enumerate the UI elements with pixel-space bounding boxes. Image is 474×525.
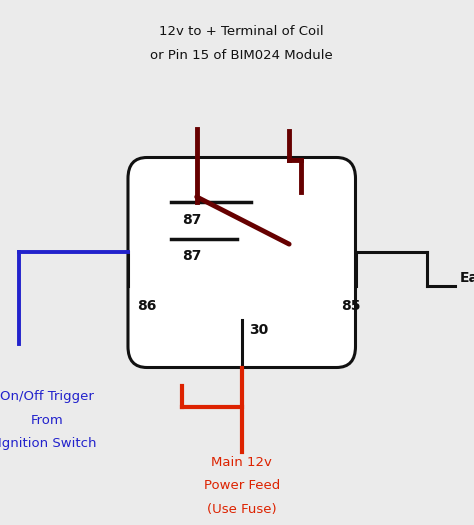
- Text: Main 12v: Main 12v: [211, 456, 272, 468]
- FancyBboxPatch shape: [128, 158, 356, 368]
- Text: From: From: [31, 414, 64, 426]
- Text: Ignition Switch: Ignition Switch: [0, 437, 97, 450]
- Text: Earth: Earth: [460, 271, 474, 285]
- Text: 12v to + Terminal of Coil: 12v to + Terminal of Coil: [159, 25, 324, 38]
- Text: Power Feed: Power Feed: [204, 479, 280, 492]
- Text: 86: 86: [137, 299, 157, 313]
- Text: 30: 30: [249, 323, 268, 337]
- Text: 87: 87: [182, 249, 202, 264]
- Text: 87: 87: [182, 213, 202, 227]
- Text: On/Off Trigger: On/Off Trigger: [0, 390, 94, 403]
- Text: or Pin 15 of BIM024 Module: or Pin 15 of BIM024 Module: [150, 49, 333, 61]
- Text: (Use Fuse): (Use Fuse): [207, 503, 276, 516]
- Text: 85: 85: [341, 299, 361, 313]
